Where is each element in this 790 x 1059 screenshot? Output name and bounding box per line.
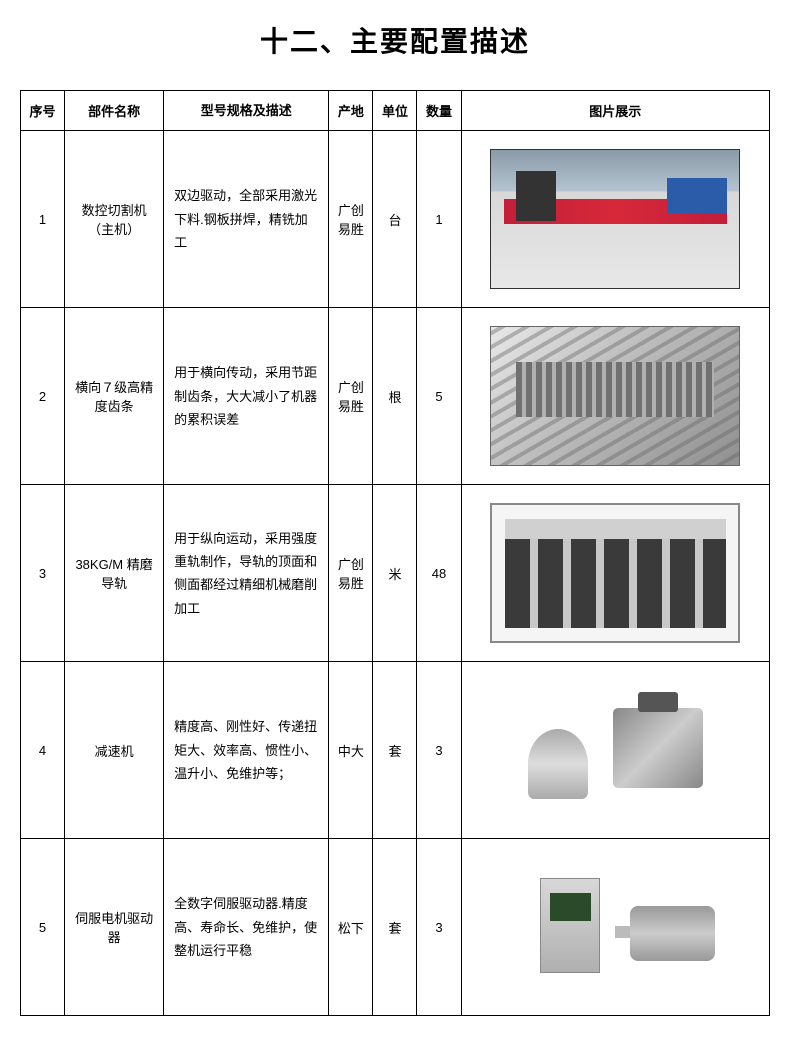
cell-num: 1 [21,131,65,308]
cell-num: 4 [21,662,65,839]
cell-origin: 广创易胜 [329,485,373,662]
product-image [490,149,740,289]
header-name: 部件名称 [65,91,164,131]
cell-unit: 套 [373,662,417,839]
product-image [490,857,740,997]
table-row: 5 伺服电机驱动器 全数字伺服驱动器.精度高、寿命长、免维护，使整机运行平稳 松… [21,839,770,1016]
cell-img [461,308,769,485]
cell-name: 横向７级高精度齿条 [65,308,164,485]
cell-qty: 5 [417,308,461,485]
header-spec: 型号规格及描述 [164,91,329,131]
cell-qty: 3 [417,662,461,839]
table-header-row: 序号 部件名称 型号规格及描述 产地 单位 数量 图片展示 [21,91,770,131]
table-row: 1 数控切割机（主机） 双边驱动，全部采用激光下料.钢板拼焊，精铣加工 广创易胜… [21,131,770,308]
cell-spec: 精度高、刚性好、传递扭矩大、效率高、惯性小、温升小、免维护等； [164,662,329,839]
cell-origin: 广创易胜 [329,308,373,485]
header-img: 图片展示 [461,91,769,131]
cell-num: 5 [21,839,65,1016]
cell-img [461,131,769,308]
cell-num: 3 [21,485,65,662]
cell-spec: 用于横向传动，采用节距制齿条，大大减小了机器的累积误差 [164,308,329,485]
table-row: 4 减速机 精度高、刚性好、传递扭矩大、效率高、惯性小、温升小、免维护等； 中大… [21,662,770,839]
product-image [490,680,740,820]
cell-img [461,485,769,662]
cell-unit: 套 [373,839,417,1016]
cell-spec: 用于纵向运动，采用强度重轨制作，导轨的顶面和侧面都经过精细机械磨削加工 [164,485,329,662]
cell-origin: 中大 [329,662,373,839]
page-title: 十二、主要配置描述 [20,20,770,60]
cell-unit: 根 [373,308,417,485]
cell-name: 减速机 [65,662,164,839]
header-unit: 单位 [373,91,417,131]
cell-qty: 1 [417,131,461,308]
cell-num: 2 [21,308,65,485]
cell-spec: 双边驱动，全部采用激光下料.钢板拼焊，精铣加工 [164,131,329,308]
header-qty: 数量 [417,91,461,131]
product-image [490,326,740,466]
table-row: 3 38KG/M 精磨导轨 用于纵向运动，采用强度重轨制作，导轨的顶面和侧面都经… [21,485,770,662]
cell-spec: 全数字伺服驱动器.精度高、寿命长、免维护，使整机运行平稳 [164,839,329,1016]
cell-qty: 3 [417,839,461,1016]
product-image [490,503,740,643]
cell-unit: 台 [373,131,417,308]
header-origin: 产地 [329,91,373,131]
header-num: 序号 [21,91,65,131]
config-table: 序号 部件名称 型号规格及描述 产地 单位 数量 图片展示 1 数控切割机（主机… [20,90,770,1016]
cell-origin: 广创易胜 [329,131,373,308]
table-row: 2 横向７级高精度齿条 用于横向传动，采用节距制齿条，大大减小了机器的累积误差 … [21,308,770,485]
cell-img [461,662,769,839]
cell-img [461,839,769,1016]
cell-qty: 48 [417,485,461,662]
cell-unit: 米 [373,485,417,662]
cell-name: 38KG/M 精磨导轨 [65,485,164,662]
cell-name: 伺服电机驱动器 [65,839,164,1016]
cell-name: 数控切割机（主机） [65,131,164,308]
cell-origin: 松下 [329,839,373,1016]
